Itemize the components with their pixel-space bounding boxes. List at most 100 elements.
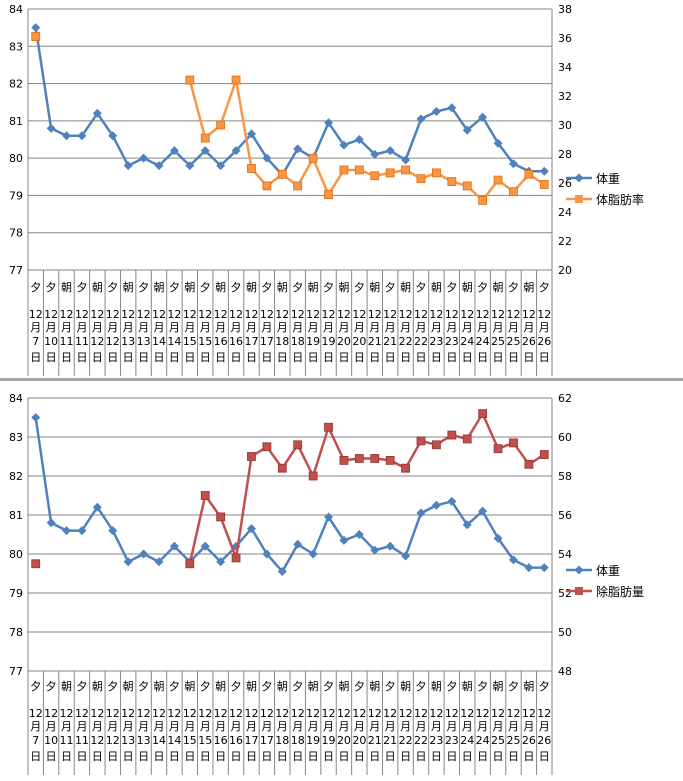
data-point (539, 450, 549, 459)
x-tick-label-part: 23 (429, 734, 443, 747)
x-tick-label-part: 15 (183, 335, 197, 348)
x-tick-label-part: 16 (229, 335, 243, 348)
x-tick-label-part: 日 (61, 750, 72, 763)
x-tick-label-part: 12 (106, 734, 120, 747)
x-tick-label-part: 16 (229, 734, 243, 747)
x-tick-label-part: 21 (383, 734, 397, 747)
x-tick-label-part: 夕 (46, 281, 57, 294)
x-tick-label-part: 日 (385, 750, 396, 763)
x-tick-label-part: 19 (322, 734, 336, 747)
data-point (200, 133, 210, 143)
x-tick-label-part: 月 (184, 720, 195, 733)
x-tick-label-part: 日 (200, 750, 211, 763)
x-tick-label-part: 月 (246, 720, 257, 733)
x-tick-label-part: 月 (61, 720, 72, 733)
data-point (401, 165, 410, 175)
x-tick-label-part: 夕 (446, 281, 457, 294)
x-tick-label-part: 日 (123, 750, 134, 763)
x-tick-label-part: 15 (183, 734, 197, 747)
data-point (462, 125, 472, 135)
x-tick-label-part: 日 (338, 750, 349, 763)
x-tick-label-part: 日 (400, 351, 411, 364)
x-tick-label-part: 25 (491, 734, 505, 747)
x-tick-label-part: 月 (385, 321, 396, 334)
x-tick-label-part: 日 (292, 750, 303, 763)
x-tick-label-part: 月 (431, 321, 442, 334)
x-tick-label-part: 12 (106, 335, 120, 348)
x-tick-label-part: 12 (291, 308, 305, 321)
data-point (447, 103, 457, 113)
x-tick-label-part: 朝 (246, 680, 257, 693)
data-point (31, 559, 41, 569)
data-point (339, 535, 349, 545)
x-tick-label-part: 夕 (76, 281, 87, 294)
data-point (46, 123, 56, 133)
x-tick-label-part: 12 (445, 308, 459, 321)
x-tick-label-part: 12 (229, 707, 243, 720)
data-point (462, 434, 472, 444)
y-right-tick-label: 20 (558, 264, 572, 277)
data-point (77, 526, 87, 536)
x-tick-label-part: 11 (75, 335, 89, 348)
x-tick-label-part: 17 (244, 335, 258, 348)
y-right-tick-label: 22 (558, 235, 572, 248)
x-tick-label-part: 12 (244, 308, 258, 321)
x-tick-label-part: 夕 (138, 281, 149, 294)
x-tick-label-part: 13 (137, 734, 151, 747)
x-tick-label-part: 16 (214, 335, 228, 348)
x-tick-label-part: 月 (215, 720, 226, 733)
x-tick-label-part: 夕 (292, 281, 303, 294)
x-tick-label-part: 12 (322, 308, 336, 321)
x-tick-label-part: 日 (477, 351, 488, 364)
data-point (246, 129, 256, 139)
x-tick-label-part: 12 (383, 707, 397, 720)
x-tick-label-part: 月 (308, 720, 319, 733)
x-tick-label-part: 日 (231, 351, 242, 364)
x-tick-label-part: 12 (476, 707, 490, 720)
x-tick-label-part: 夕 (30, 680, 41, 693)
x-tick-label-part: 12 (399, 707, 413, 720)
data-point (277, 463, 287, 473)
y-right-tick-label: 34 (558, 61, 572, 74)
x-tick-label-part: 朝 (184, 680, 195, 693)
data-point (185, 161, 195, 171)
data-point (354, 454, 364, 463)
x-tick-label-part: 10 (44, 335, 58, 348)
x-tick-label-part: 月 (184, 321, 195, 334)
data-point (200, 146, 210, 156)
data-point (339, 165, 349, 175)
x-tick-label-part: 12 (60, 707, 74, 720)
data-point (31, 23, 41, 33)
x-tick-label-part: 20 (337, 734, 351, 747)
x-tick-label-part: 夕 (231, 680, 242, 693)
x-tick-label-part: 月 (462, 321, 473, 334)
x-tick-label-part: 朝 (123, 281, 134, 294)
x-tick-label-part: 23 (445, 734, 459, 747)
x-tick-label-part: 日 (261, 351, 272, 364)
x-tick-label-part: 月 (277, 321, 288, 334)
x-tick-label-part: 月 (169, 720, 180, 733)
data-point (447, 496, 457, 506)
x-tick-label-part: 夕 (508, 680, 519, 693)
x-tick-label-part: 12 (429, 707, 443, 720)
x-tick-label-part: 朝 (154, 281, 165, 294)
x-tick-label-part: 日 (138, 750, 149, 763)
data-point (324, 422, 333, 432)
x-tick-label-part: 月 (508, 720, 519, 733)
x-tick-label-part: 日 (169, 750, 180, 763)
x-tick-label-part: 12 (167, 707, 181, 720)
x-tick-label-part: 日 (508, 750, 519, 763)
x-tick-label-part: 朝 (246, 281, 257, 294)
data-point (385, 456, 395, 465)
